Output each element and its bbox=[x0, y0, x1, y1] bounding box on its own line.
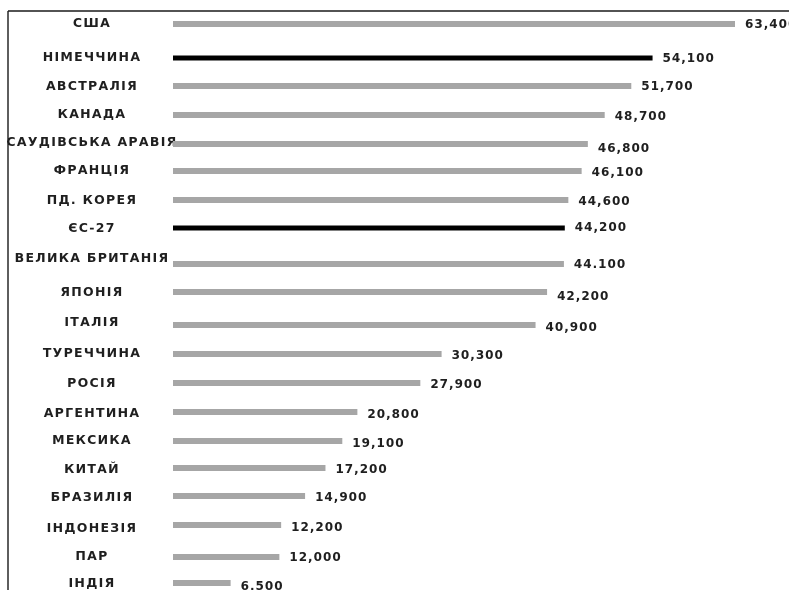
value-label: 17,200 bbox=[335, 462, 387, 476]
value-label: 19,100 bbox=[352, 436, 404, 450]
value-label: 40,900 bbox=[546, 320, 598, 334]
value-label: 20,800 bbox=[367, 407, 419, 421]
category-label: ПД. КОРЕЯ bbox=[47, 192, 138, 207]
bar bbox=[173, 197, 569, 203]
bar bbox=[173, 83, 632, 89]
category-label: ПАР bbox=[75, 548, 108, 563]
category-label: МЕКСИКА bbox=[52, 432, 132, 447]
value-label: 44,200 bbox=[575, 220, 627, 234]
bar bbox=[173, 225, 565, 231]
category-label: САУДІВСЬКА АРАВІЯ bbox=[6, 134, 177, 149]
category-label: АВСТРАЛІЯ bbox=[46, 78, 138, 93]
bar bbox=[173, 465, 326, 471]
value-label: 27,900 bbox=[430, 377, 482, 391]
bar bbox=[173, 168, 582, 174]
bar bbox=[173, 409, 358, 415]
bar bbox=[173, 112, 605, 118]
category-label: ФРАНЦІЯ bbox=[54, 162, 131, 177]
bars-group: США 63,400 НІМЕЧЧИНА 54,100 АВСТРАЛІЯ 51,700 К… bbox=[6, 15, 789, 593]
value-label: 42,200 bbox=[557, 289, 609, 303]
category-label: ТУРЕЧЧИНА bbox=[43, 345, 141, 360]
value-label: 44.100 bbox=[574, 257, 626, 271]
value-label: 12,000 bbox=[289, 550, 341, 564]
category-label: КИТАЙ bbox=[64, 461, 120, 476]
value-label: 14,900 bbox=[315, 490, 367, 504]
category-label: США bbox=[73, 15, 111, 30]
value-label: 12,200 bbox=[291, 520, 343, 534]
value-label: 54,100 bbox=[663, 51, 715, 65]
bar bbox=[173, 522, 282, 528]
bar bbox=[173, 322, 536, 328]
bar bbox=[173, 351, 442, 357]
category-label: ІТАЛІЯ bbox=[64, 314, 119, 329]
bar bbox=[173, 55, 653, 61]
bar bbox=[173, 141, 588, 147]
category-label: БРАЗИЛІЯ bbox=[51, 489, 134, 504]
bar bbox=[173, 438, 343, 444]
category-label: РОСІЯ bbox=[67, 375, 117, 390]
category-label: ЄС-27 bbox=[68, 220, 115, 235]
value-label: 46,100 bbox=[592, 165, 644, 179]
bar bbox=[173, 380, 421, 386]
category-label: ІНДОНЕЗІЯ bbox=[47, 520, 138, 535]
value-label: 44,600 bbox=[578, 194, 630, 208]
value-label: 46,800 bbox=[598, 141, 650, 155]
category-label: КАНАДА bbox=[58, 106, 127, 121]
value-label: 48,700 bbox=[615, 109, 667, 123]
value-label: 6,500 bbox=[241, 579, 284, 590]
category-label: НІМЕЧЧИНА bbox=[43, 49, 142, 64]
value-label: 51,700 bbox=[641, 79, 693, 93]
bar bbox=[173, 554, 280, 560]
category-label: ЯПОНІЯ bbox=[60, 284, 123, 299]
bar bbox=[173, 289, 548, 295]
category-label: ІНДІЯ bbox=[68, 575, 115, 590]
value-label: 30,300 bbox=[452, 348, 504, 362]
bar bbox=[173, 261, 564, 267]
value-label: 63,400 bbox=[745, 17, 789, 31]
category-label: ВЕЛИКА БРИТАНІЯ bbox=[15, 250, 170, 265]
bar bbox=[173, 580, 231, 586]
bar bbox=[173, 21, 735, 27]
bar bbox=[173, 493, 306, 499]
category-label: АРГЕНТИНА bbox=[44, 405, 141, 420]
